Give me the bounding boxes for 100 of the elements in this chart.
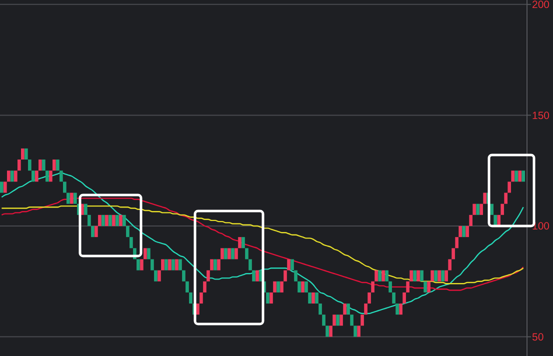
candlestick [455,237,458,248]
candlestick [480,204,483,215]
candlestick [66,192,70,204]
candlestick [294,270,298,282]
candlestick [242,237,245,248]
y-tick-label: 200 [532,0,550,12]
candlestick [385,270,388,282]
candlestick [0,182,4,193]
candlestick [388,281,392,292]
candlestick [287,259,290,270]
candlestick [126,226,130,238]
candlestick [60,170,63,182]
candlestick [56,160,60,171]
candlestick [354,326,357,337]
candlestick [200,292,203,304]
candlestick [343,304,346,315]
candlestick [70,192,74,204]
candlestick [396,304,399,315]
candlestick [98,214,102,226]
candlestick [186,281,189,292]
candlestick [147,248,150,260]
candlestick [402,292,406,304]
candlestick [168,259,172,270]
candlestick [374,270,378,282]
candlestick [112,214,116,226]
candlestick [466,226,469,238]
candlestick [497,214,500,226]
candlestick [228,248,231,260]
candlestick [178,259,182,270]
candlestick [280,281,284,292]
candlestick [214,259,217,270]
candlestick [476,204,480,215]
candlestick [382,270,385,282]
candlestick [119,214,122,226]
candlestick [172,259,175,270]
candlestick [108,214,112,226]
candlestick [154,270,158,282]
candlestick [441,270,444,282]
candlestick [102,214,105,226]
candlestick [364,304,368,315]
candlestick [217,259,220,270]
candlestick [514,170,518,182]
candlestick [266,292,270,304]
candlestick [94,226,98,238]
candlestick [130,237,133,248]
candlestick [406,281,410,292]
candlestick [368,292,371,304]
candlestick [504,192,508,204]
candlestick [329,326,332,337]
candlestick [511,170,514,182]
candlestick [32,170,35,182]
candlestick [438,270,441,282]
candlestick [413,270,416,282]
candlestick [63,182,66,193]
candlestick [420,270,424,282]
candlestick [252,270,256,282]
candlestick [494,214,497,226]
candlestick [424,281,427,292]
candlestick [248,259,252,270]
candlestick [4,182,7,193]
candlestick [522,170,525,182]
candlestick [378,270,382,282]
candlestick [28,160,32,171]
candlestick [371,281,374,292]
candlestick [452,248,455,260]
candlestick [284,270,287,282]
candlestick [462,226,466,238]
candlestick [224,248,228,260]
candlestick [175,259,178,270]
candlestick [105,214,108,226]
candlestick [518,170,522,182]
candlestick [360,314,364,326]
candlestick [42,160,46,171]
candlestick [203,281,206,292]
candlestick [399,304,402,315]
candlestick [350,314,354,326]
y-tick-label: 150 [532,110,550,122]
candlestick [430,270,434,282]
candlestick [304,281,308,292]
candlestick [336,314,340,326]
candlestick [326,326,329,337]
candlestick [231,248,234,260]
candlestick [182,270,186,282]
candlestick [206,270,210,282]
candlestick [116,214,119,226]
candlestick [52,160,56,171]
candlestick [136,259,140,270]
candlestick [18,160,21,171]
candlestick [150,259,154,270]
candlestick [49,170,52,182]
candlestick [238,237,242,248]
candlestick [14,170,18,182]
candlestick [38,160,42,171]
candlestick [301,281,304,292]
candlestick [322,314,326,326]
candlestick [74,192,77,204]
candlestick [290,259,294,270]
candlestick [346,304,350,315]
candlestick [448,259,452,270]
candlestick [458,226,462,238]
